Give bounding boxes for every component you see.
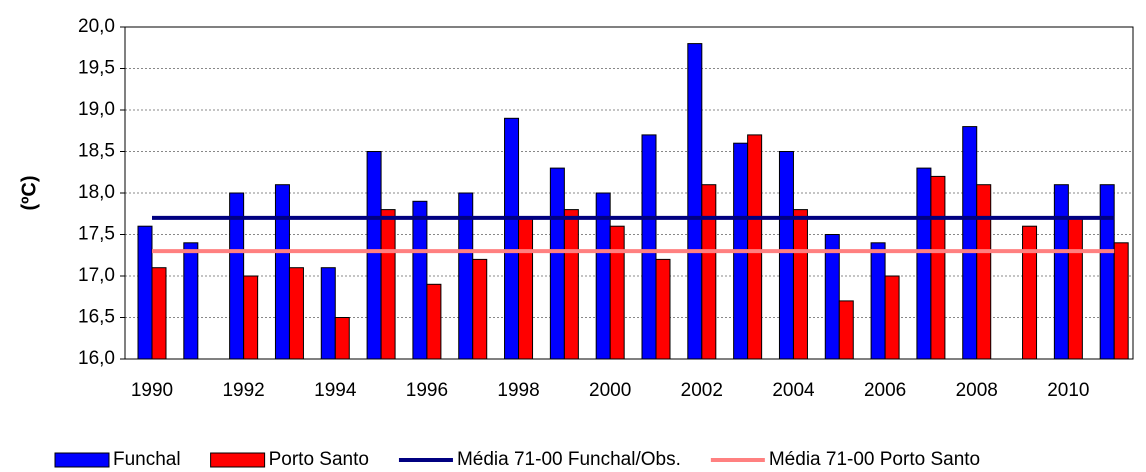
- x-tick-label: 1990: [131, 380, 173, 401]
- bar: [288, 267, 304, 360]
- x-tick-label: 2004: [772, 380, 815, 401]
- bar: [701, 184, 717, 360]
- bar: [792, 209, 808, 360]
- x-tick-label: 2010: [1047, 380, 1089, 401]
- bar: [334, 317, 350, 360]
- x-tick-label: 2000: [589, 380, 631, 401]
- bar: [609, 225, 625, 360]
- y-tick-label: 16,5: [78, 307, 115, 328]
- bar: [884, 275, 900, 360]
- bar: [778, 151, 794, 360]
- bar: [504, 117, 520, 360]
- bar: [518, 217, 534, 360]
- y-tick-label: 16,0: [78, 348, 115, 369]
- y-tick-label: 18,0: [78, 182, 115, 203]
- bar: [380, 209, 396, 360]
- bar: [930, 175, 946, 360]
- x-tick-label: 1998: [497, 380, 539, 401]
- x-tick-label: 1992: [222, 380, 264, 401]
- bar: [426, 283, 442, 360]
- y-tick-label: 18,5: [78, 141, 115, 162]
- legend-label: Porto Santo: [269, 449, 369, 470]
- bar: [320, 267, 336, 360]
- legend-swatch: [210, 452, 266, 468]
- bar: [641, 134, 657, 360]
- bar: [274, 184, 290, 360]
- bar: [655, 258, 671, 360]
- x-tick-label: 2006: [864, 380, 906, 401]
- bar: [563, 209, 579, 360]
- bar: [366, 151, 382, 360]
- bar: [976, 184, 992, 360]
- bar: [1113, 242, 1129, 360]
- y-tick-label: 17,0: [78, 265, 115, 286]
- y-tick-label: 19,5: [78, 58, 115, 79]
- plot-frame: [124, 26, 1134, 360]
- bar: [549, 167, 565, 360]
- bar: [137, 225, 153, 360]
- bar: [747, 134, 763, 360]
- x-tick-label: 1996: [406, 380, 448, 401]
- bar: [151, 267, 167, 360]
- bar: [962, 126, 978, 360]
- bar: [838, 300, 854, 360]
- legend-label: Funchal: [113, 449, 181, 470]
- x-tick-label: 2008: [956, 380, 998, 401]
- bar: [412, 200, 428, 360]
- legend-swatch: [54, 452, 110, 468]
- y-tick-label: 17,5: [78, 224, 115, 245]
- bar: [870, 242, 886, 360]
- legend-label: Média 71-00 Porto Santo: [769, 449, 980, 470]
- x-tick-label: 2002: [681, 380, 723, 401]
- bar: [1067, 217, 1083, 360]
- x-tick-label: 1994: [314, 380, 357, 401]
- y-axis-label: (ºC): [18, 175, 40, 210]
- y-tick-label: 20,0: [78, 16, 115, 37]
- bar: [1022, 225, 1038, 360]
- y-tick-label: 19,0: [78, 99, 115, 120]
- bar: [916, 167, 932, 360]
- bar: [824, 234, 840, 360]
- bar: [687, 43, 703, 360]
- bar: [472, 258, 488, 360]
- legend-label: Média 71-00 Funchal/Obs.: [457, 449, 681, 470]
- bar: [183, 242, 199, 360]
- bar: [243, 275, 259, 360]
- bar: [1053, 184, 1069, 360]
- bar: [1099, 184, 1115, 360]
